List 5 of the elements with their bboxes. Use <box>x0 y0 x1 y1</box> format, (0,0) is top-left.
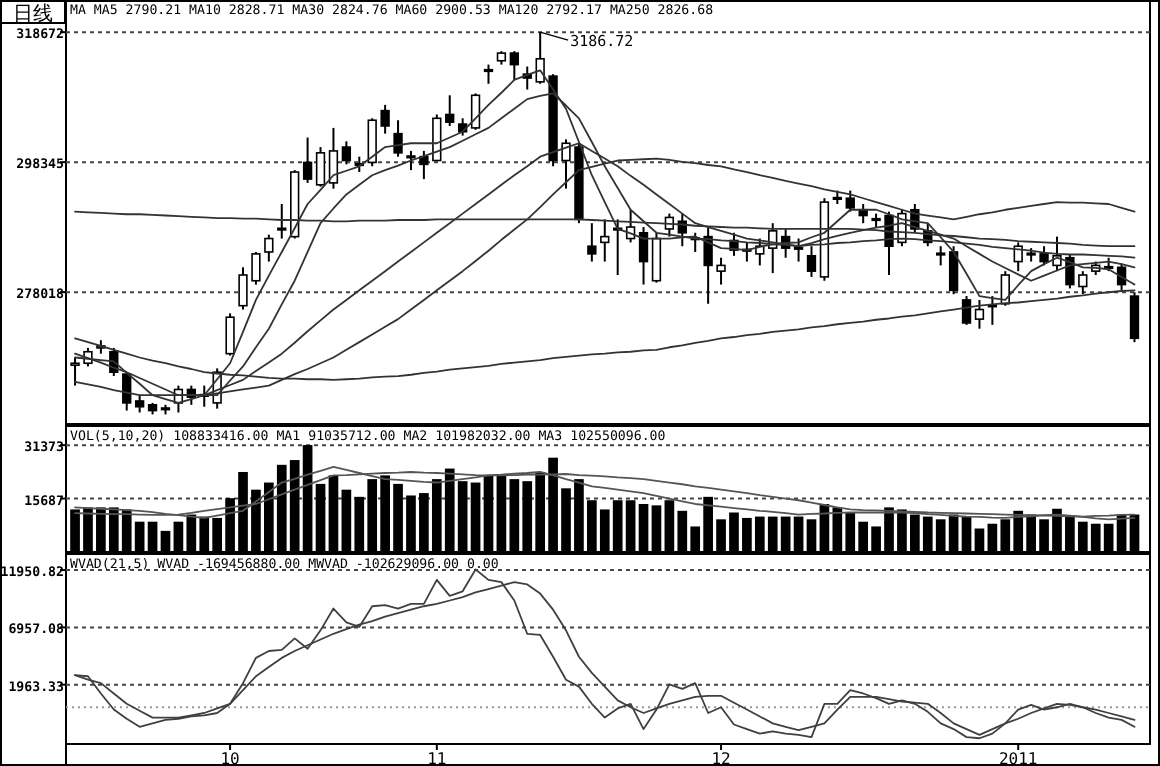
chart-title: 日线 <box>13 2 53 26</box>
x-tick-label: 10 <box>220 750 241 766</box>
x-tick-label: 11 <box>427 750 447 766</box>
x-tick-label: 12 <box>711 750 732 766</box>
x-tick-label: 2011 <box>998 750 1038 766</box>
